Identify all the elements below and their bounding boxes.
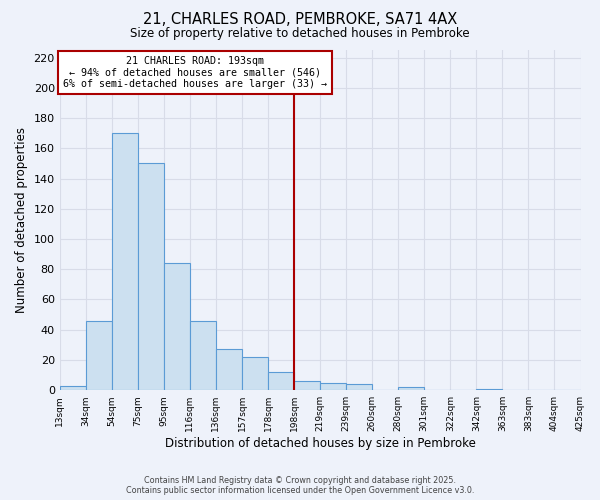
Bar <box>242 357 268 390</box>
Bar <box>164 263 190 390</box>
Text: 21 CHARLES ROAD: 193sqm
← 94% of detached houses are smaller (546)
6% of semi-de: 21 CHARLES ROAD: 193sqm ← 94% of detache… <box>63 56 327 89</box>
Y-axis label: Number of detached properties: Number of detached properties <box>15 127 28 313</box>
Bar <box>268 372 294 390</box>
Bar <box>86 320 112 390</box>
Text: 21, CHARLES ROAD, PEMBROKE, SA71 4AX: 21, CHARLES ROAD, PEMBROKE, SA71 4AX <box>143 12 457 28</box>
Bar <box>138 164 164 390</box>
Bar <box>320 382 346 390</box>
Bar <box>216 350 242 390</box>
Bar <box>346 384 372 390</box>
Bar <box>59 386 86 390</box>
Text: Size of property relative to detached houses in Pembroke: Size of property relative to detached ho… <box>130 28 470 40</box>
Bar <box>476 388 502 390</box>
Bar <box>190 320 216 390</box>
Bar <box>398 387 424 390</box>
Text: Contains HM Land Registry data © Crown copyright and database right 2025.
Contai: Contains HM Land Registry data © Crown c… <box>126 476 474 495</box>
Bar <box>294 381 320 390</box>
Bar <box>112 133 138 390</box>
X-axis label: Distribution of detached houses by size in Pembroke: Distribution of detached houses by size … <box>164 437 476 450</box>
